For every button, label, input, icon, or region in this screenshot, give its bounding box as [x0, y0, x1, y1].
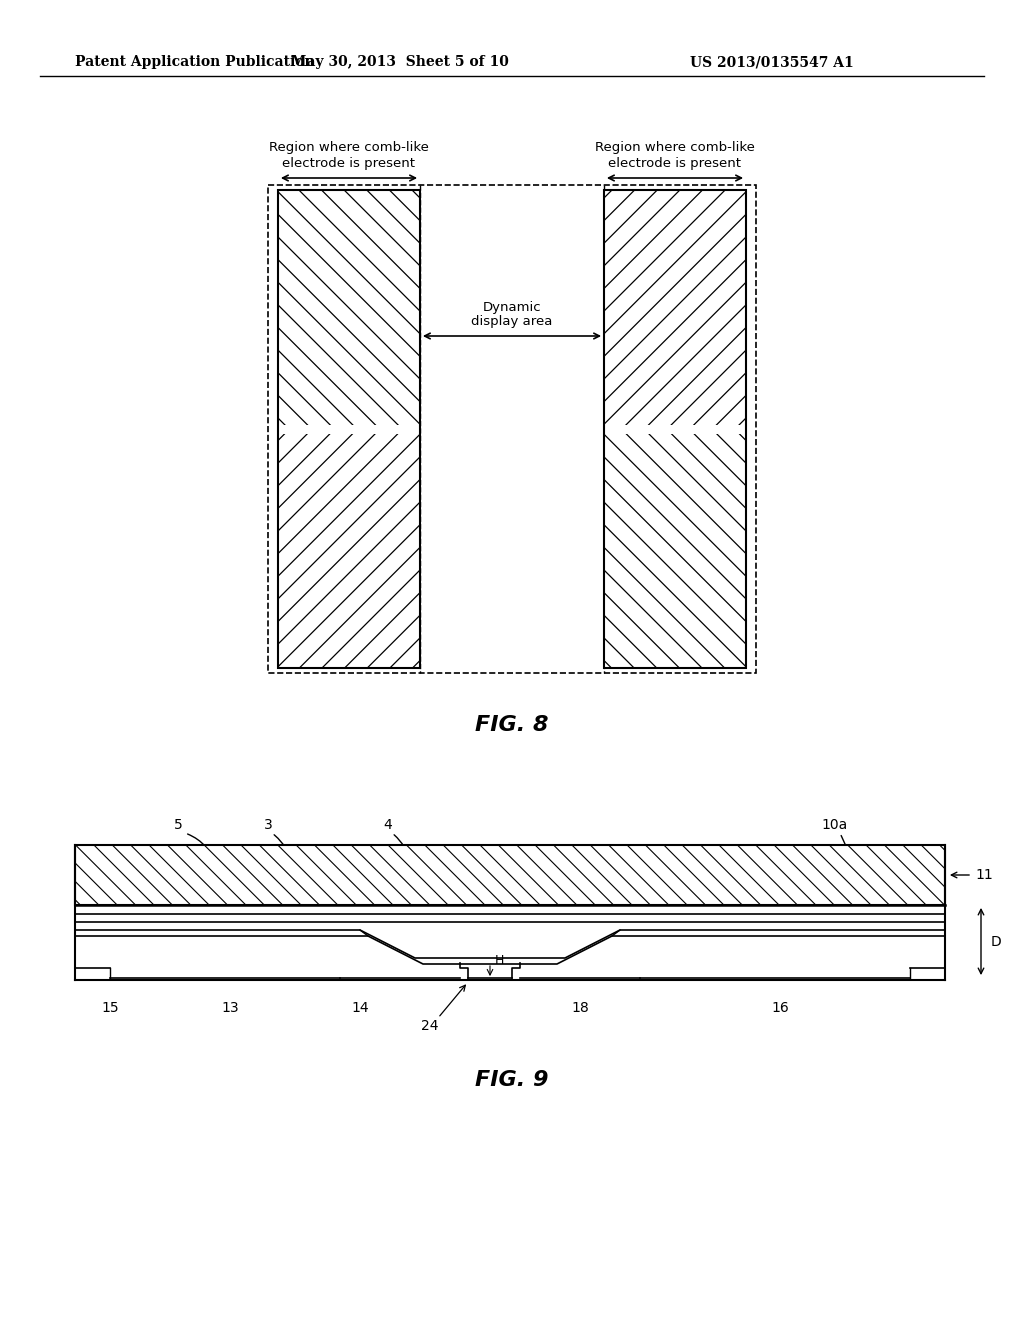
Text: 15: 15	[101, 1001, 119, 1015]
Text: 13: 13	[221, 1001, 239, 1015]
Text: Region where comb-like: Region where comb-like	[269, 141, 429, 154]
Bar	[278, 190, 420, 668]
Text: 18: 18	[571, 1001, 589, 1015]
Bar	[76, 846, 944, 904]
Bar	[605, 191, 745, 425]
Bar	[604, 190, 746, 668]
Text: 4: 4	[384, 818, 392, 832]
Text: D: D	[991, 935, 1001, 949]
Text: 24: 24	[421, 1019, 438, 1034]
Bar	[279, 434, 419, 667]
Text: US 2013/0135547 A1: US 2013/0135547 A1	[690, 55, 854, 69]
Text: electrode is present: electrode is present	[608, 157, 741, 169]
Text: 10a: 10a	[822, 818, 848, 832]
Text: 16: 16	[771, 1001, 788, 1015]
Text: 5: 5	[174, 818, 182, 832]
Bar	[605, 434, 745, 667]
Text: display area: display area	[471, 315, 553, 329]
Bar	[75, 845, 945, 906]
Text: FIG. 9: FIG. 9	[475, 1071, 549, 1090]
Text: electrode is present: electrode is present	[283, 157, 416, 169]
Text: 14: 14	[351, 1001, 369, 1015]
Text: 11: 11	[975, 869, 992, 882]
Bar	[279, 191, 419, 425]
Text: Dynamic: Dynamic	[482, 301, 542, 314]
Text: H: H	[495, 953, 505, 966]
Text: FIG. 8: FIG. 8	[475, 715, 549, 735]
Text: Region where comb-like: Region where comb-like	[595, 141, 755, 154]
Text: May 30, 2013  Sheet 5 of 10: May 30, 2013 Sheet 5 of 10	[291, 55, 509, 69]
Text: 3: 3	[263, 818, 272, 832]
Text: Patent Application Publication: Patent Application Publication	[75, 55, 314, 69]
Bar	[268, 185, 756, 673]
